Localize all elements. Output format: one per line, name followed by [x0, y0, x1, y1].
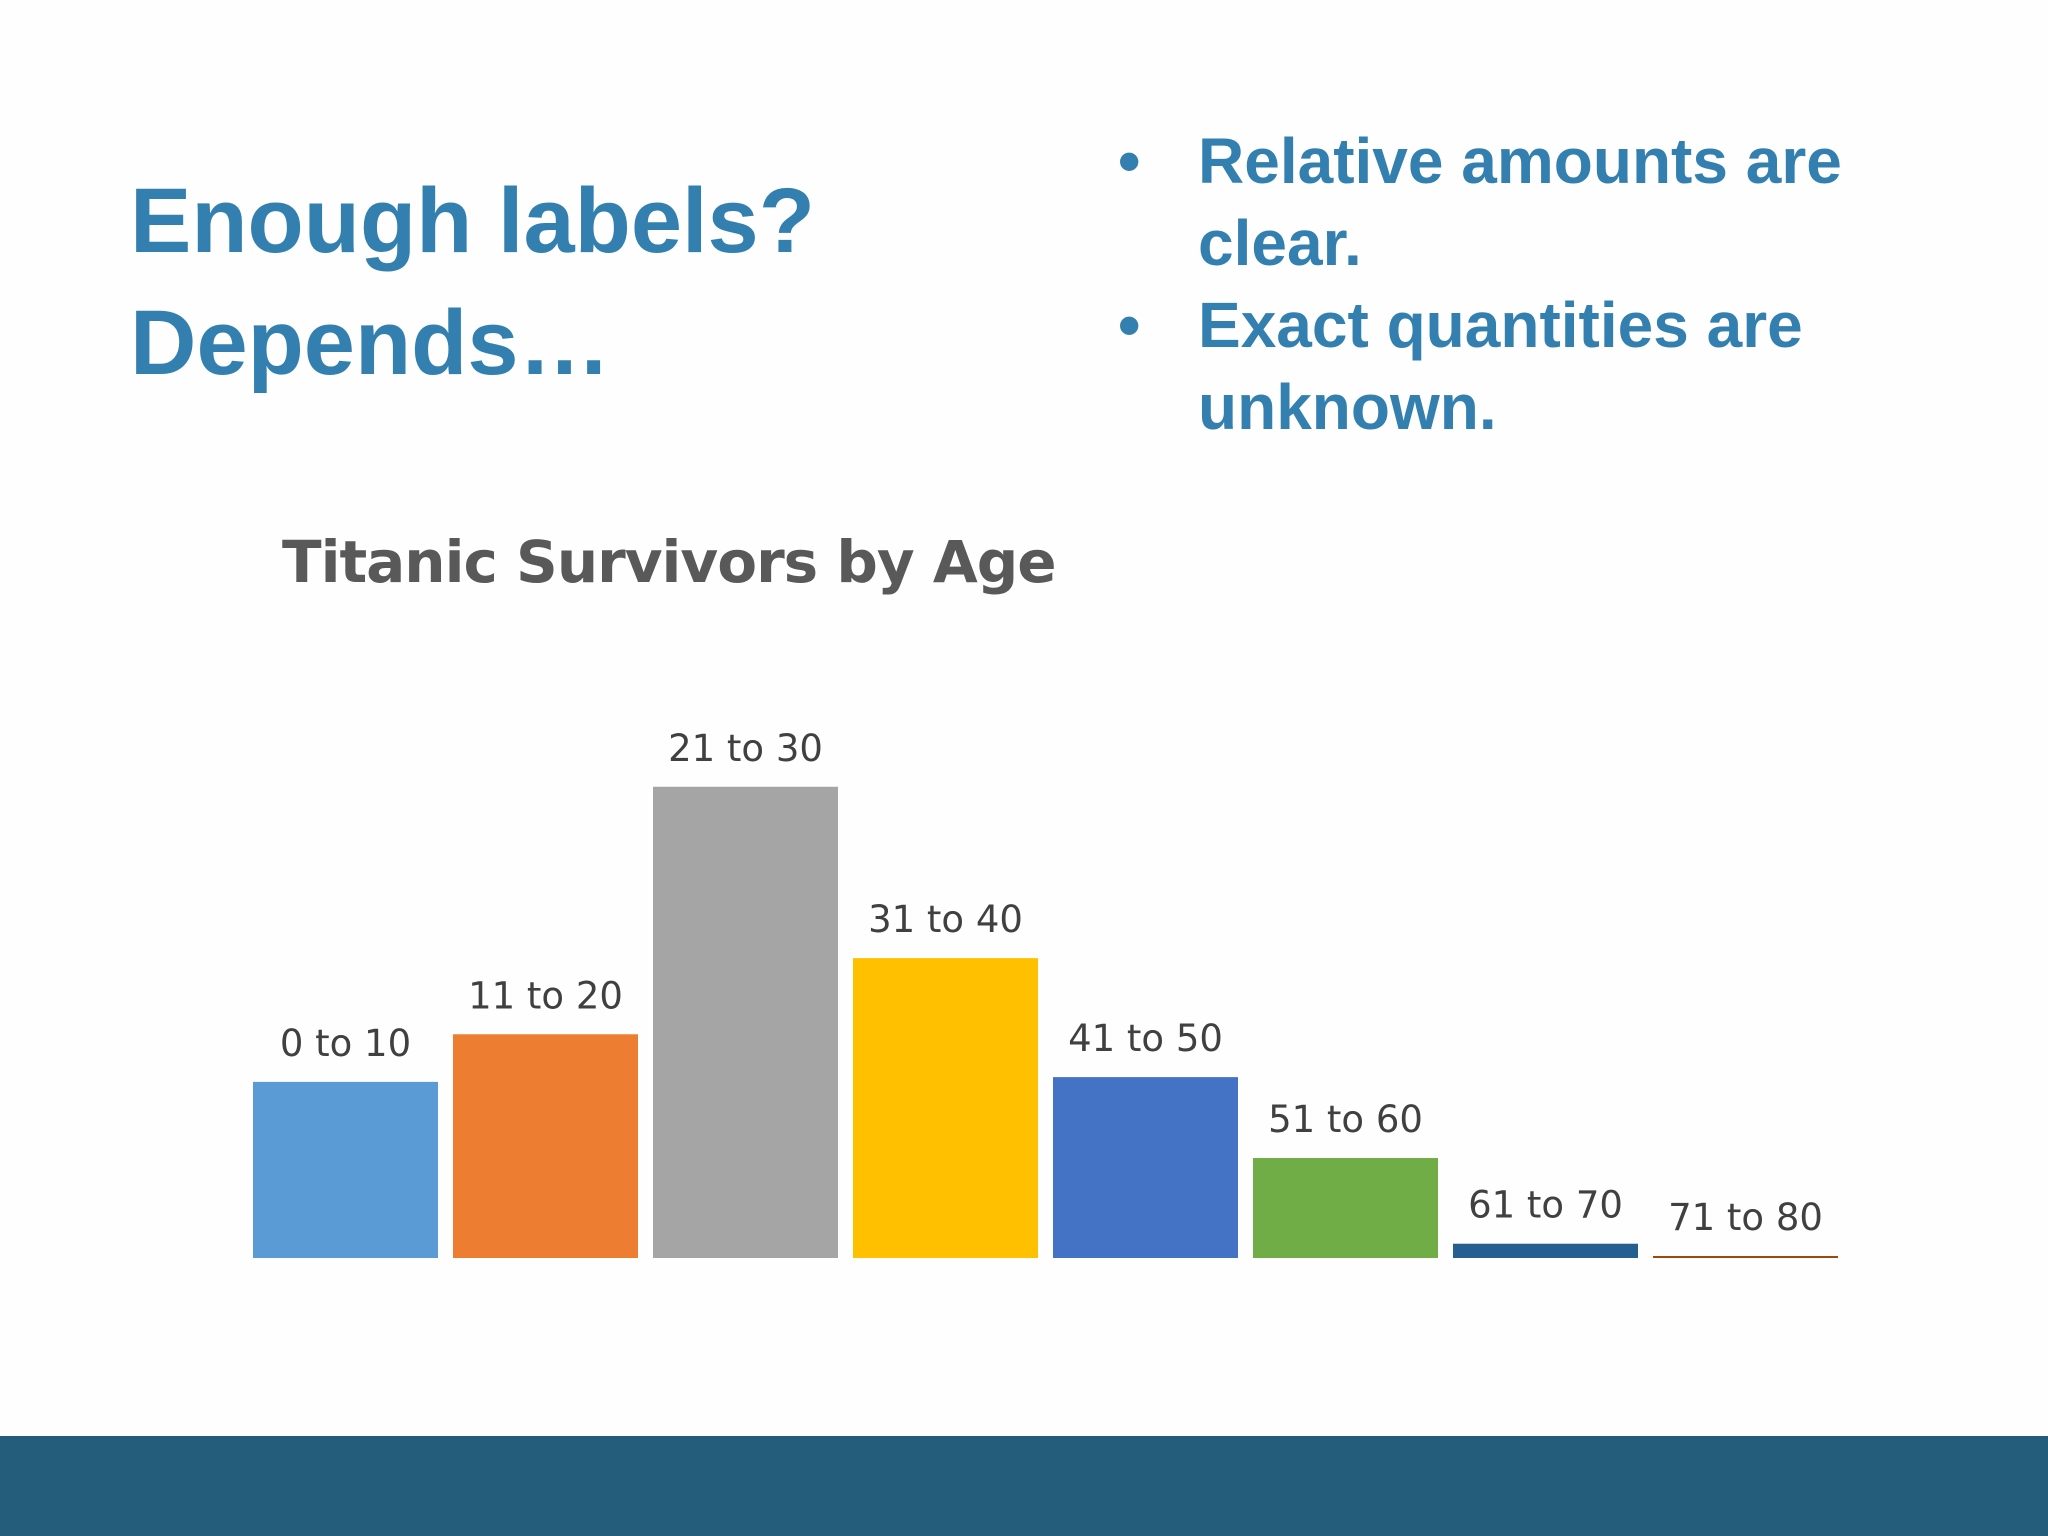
slide-title-line: Enough labels?: [130, 170, 815, 272]
slide-title-line: Depends…: [130, 292, 611, 394]
bullet-text: unknown.: [1198, 371, 1497, 443]
bullet-text: Relative amounts are: [1198, 125, 1842, 197]
data-label: 61 to 70: [1468, 1184, 1623, 1227]
data-label: 31 to 40: [868, 898, 1023, 941]
bullet-list: Relative amounts are clear. Exact quanti…: [1118, 120, 1978, 448]
data-label: 0 to 10: [280, 1022, 411, 1065]
bullet-item: Exact quantities are unknown.: [1118, 284, 1978, 448]
bar-21-to-30: [653, 786, 838, 1258]
bar-41-to-50: [1053, 1077, 1238, 1258]
bar-51-to-60: [1253, 1158, 1438, 1258]
chart-title: Titanic Survivors by Age: [282, 528, 1057, 596]
bullet-text: Exact quantities are: [1198, 289, 1803, 361]
data-label: 41 to 50: [1068, 1017, 1223, 1060]
data-label: 21 to 30: [668, 727, 823, 770]
bar-61-to-70: [1453, 1243, 1638, 1258]
bullet-item: Relative amounts are clear.: [1118, 120, 1978, 284]
footer-bar: [0, 1436, 2048, 1536]
data-label: 11 to 20: [468, 974, 623, 1017]
data-label: 71 to 80: [1668, 1196, 1823, 1239]
bullet-text: clear.: [1198, 207, 1362, 279]
bar-31-to-40: [853, 958, 1038, 1258]
bar-11-to-20: [453, 1034, 638, 1258]
slide-title: Enough labels? Depends…: [130, 160, 815, 404]
bar-0-to-10: [253, 1081, 438, 1258]
data-label: 51 to 60: [1268, 1098, 1423, 1141]
bar-71-to-80: [1653, 1256, 1838, 1258]
